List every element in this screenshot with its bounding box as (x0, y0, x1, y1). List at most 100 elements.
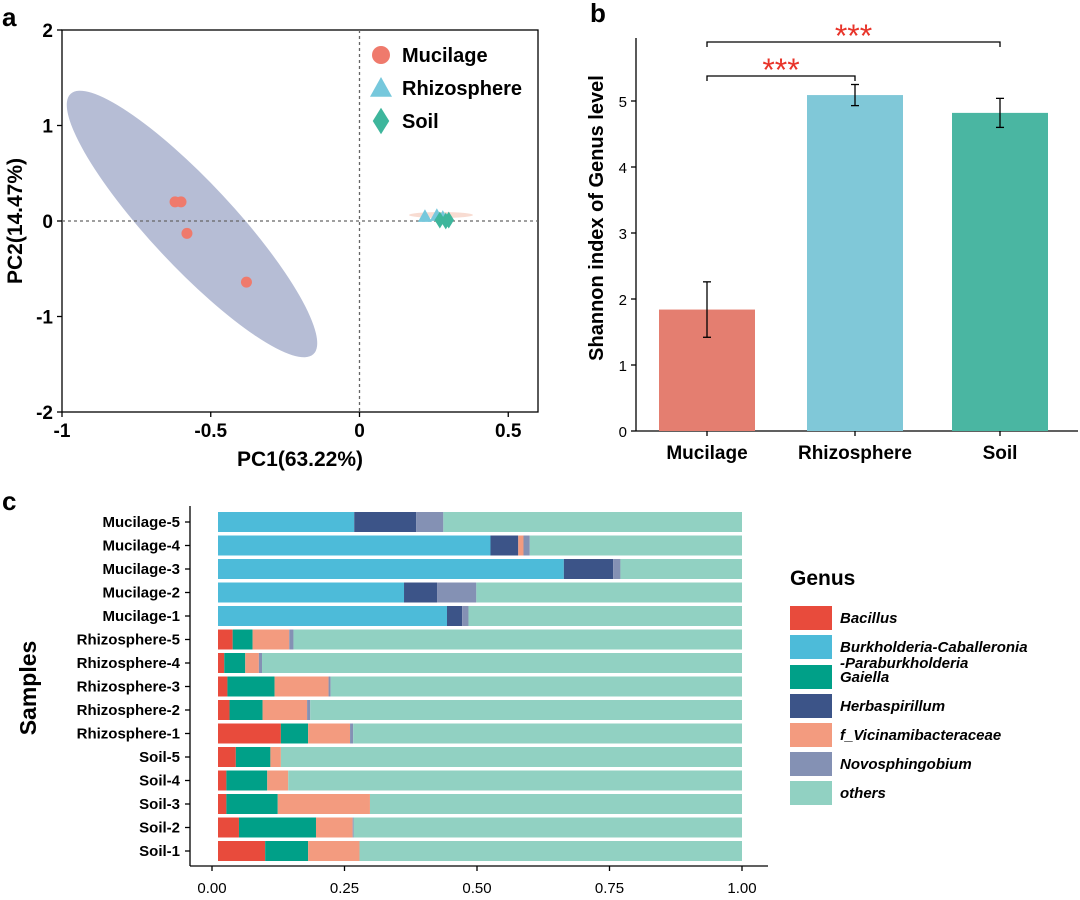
bar-rhizosphere (807, 95, 903, 431)
mucilage-ellipse (66, 90, 318, 358)
y-tick-label: 1 (619, 358, 627, 375)
rhizosphere-point (417, 209, 432, 222)
segment-bacillus (218, 841, 266, 861)
y-tick-label: -2 (36, 403, 53, 424)
segment-novosphingobium (523, 535, 530, 556)
legend-label: others (840, 785, 886, 802)
segment-bacillus (218, 747, 236, 767)
y-tick-label: 0 (619, 424, 627, 441)
segment-others (353, 723, 742, 744)
segment-others (369, 794, 742, 814)
legend-label: Soil (402, 111, 439, 133)
segment-others (310, 700, 742, 720)
segment-novosphingobium (437, 582, 477, 603)
legend-label: Mucilage (402, 45, 488, 67)
legend-label: Burkholderia-Caballeronia (840, 639, 1028, 656)
sample-label: Mucilage-4 (102, 538, 180, 555)
panel-label-c: c (2, 486, 16, 516)
sample-label: Rhizosphere-4 (77, 655, 181, 672)
x-tick-label: 0.25 (330, 880, 359, 897)
legend-swatch-others (790, 781, 832, 805)
segment-f-vicinamibacteraceae (315, 817, 353, 838)
segment-gaiella (226, 770, 268, 791)
segment-bacillus (218, 723, 281, 744)
segment-bacillus (218, 817, 239, 838)
legend-label: Gaiella (840, 669, 889, 686)
segment-herbaspirillum (404, 582, 438, 603)
segment-f-vicinamibacteraceae (277, 794, 370, 814)
legend-label: Rhizosphere (402, 78, 522, 100)
segment-herbaspirillum (446, 606, 463, 626)
segment-f-vicinamibacteraceae (274, 676, 329, 697)
x-tick-label: -1 (54, 421, 71, 442)
x-tick-label: Mucilage (666, 443, 747, 464)
segment-burkholderia-caballeronia (218, 606, 447, 626)
legend-swatch-herbaspirillum (790, 694, 832, 718)
segment-novosphingobium (613, 559, 621, 579)
x-tick-label: 0.5 (495, 421, 522, 442)
sample-label: Soil-4 (139, 773, 180, 790)
legend-swatch-f-vicinamibacteraceae (790, 723, 832, 747)
segment-novosphingobium (289, 629, 294, 650)
shannon-bar-chart: 0 1 2 3 4 5 Mucilage Rhizosphere Soil *** *** Shann… (586, 18, 1078, 464)
segment-novosphingobium (258, 653, 263, 673)
legend-label: f_Vicinamibacteraceae (840, 727, 1001, 744)
sample-label: Rhizosphere-1 (77, 726, 180, 743)
mucilage-point (181, 227, 193, 239)
x-tick-label: 0.75 (595, 880, 624, 897)
legend-label-line2: -Paraburkholderia (840, 655, 968, 672)
y-tick-label: 1 (42, 117, 53, 138)
sample-label: Rhizosphere-2 (77, 702, 180, 719)
segment-gaiella (238, 817, 316, 838)
sample-label: Mucilage-5 (102, 514, 180, 531)
segment-novosphingobium (307, 700, 311, 720)
y-axis-label: PC2(14.47%) (4, 158, 27, 284)
mucilage-point (175, 196, 187, 208)
legend-label: Bacillus (840, 610, 898, 627)
segment-others (288, 770, 742, 791)
segment-f-vicinamibacteraceae (308, 723, 351, 744)
segment-f-vicinamibacteraceae (252, 629, 290, 650)
legend-label: Herbaspirillum (840, 698, 945, 715)
segment-burkholderia-caballeronia (218, 582, 405, 603)
segment-novosphingobium (328, 676, 331, 697)
legend-swatch-novosphingobium (790, 752, 832, 776)
segment-gaiella (227, 676, 275, 697)
x-tick-label: 0.00 (197, 880, 226, 897)
y-tick-label: -1 (36, 308, 53, 329)
sample-label: Mucilage-2 (102, 585, 180, 602)
legend-label: Novosphingobium (840, 756, 972, 773)
segment-f-vicinamibacteraceae (245, 653, 259, 673)
segment-burkholderia-caballeronia (218, 535, 491, 556)
rhizosphere-legend-marker (370, 77, 392, 97)
legend-swatch-burkholderia-caballeronia (790, 635, 832, 659)
x-tick-label: 0 (354, 421, 365, 442)
segment-others (443, 512, 742, 532)
bar-soil (952, 112, 1048, 431)
y-tick-label: 5 (619, 94, 627, 111)
segment-f-vicinamibacteraceae (267, 770, 289, 791)
segment-gaiella (226, 794, 278, 814)
segment-gaiella (224, 653, 246, 673)
significance-bracket (706, 41, 1001, 47)
sample-label: Mucilage-3 (102, 561, 180, 578)
segment-herbaspirillum (490, 535, 519, 556)
y-axis-label: Shannon index of Genus level (586, 75, 608, 361)
segment-herbaspirillum (563, 559, 614, 579)
y-tick-label: 0 (42, 212, 53, 233)
y-tick-label: 2 (42, 21, 53, 42)
legend-title: Genus (790, 567, 855, 590)
significance-stars: *** (835, 18, 872, 54)
segment-bacillus (218, 676, 228, 697)
mucilage-point (240, 276, 252, 288)
y-tick-label: 3 (619, 226, 627, 243)
sample-label: Soil-1 (139, 843, 180, 860)
segment-bacillus (218, 770, 227, 791)
x-axis-label: PC1(63.22%) (237, 448, 363, 471)
segment-burkholderia-caballeronia (218, 512, 355, 532)
x-tick-label: -0.5 (194, 421, 227, 442)
segment-bacillus (218, 653, 225, 673)
segment-others (359, 841, 742, 861)
soil-point (434, 211, 446, 229)
